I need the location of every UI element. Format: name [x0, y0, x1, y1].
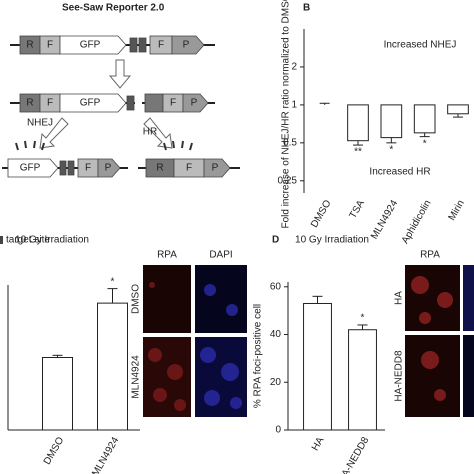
x-tick-label: HA-NEDD8 — [336, 435, 371, 474]
y-axis-label: Fold increase of NHEJ/HR ratio normalize… — [281, 0, 292, 229]
element-label: GFP — [20, 163, 41, 174]
y-tick-label: 40 — [270, 329, 282, 340]
element-label: F — [47, 98, 53, 109]
element-label: R — [156, 163, 163, 174]
y-tick-label: 60 — [270, 281, 282, 292]
bar — [413, 104, 436, 134]
bar — [347, 104, 369, 142]
y-tick-label: 0.25 — [278, 175, 298, 186]
legend-fragment: target site — [6, 235, 50, 246]
annotation: Increased HR — [369, 167, 430, 178]
x-tick-label: Mirin — [447, 198, 467, 222]
pathway-label: HR — [143, 127, 157, 138]
element-label: F — [158, 40, 164, 51]
x-tick-label: MLN4924 — [369, 198, 400, 241]
element-label: F — [186, 163, 192, 174]
element-label: R — [26, 40, 33, 51]
y-tick-label: 0 — [275, 425, 281, 436]
x-tick-label: Aphidicolin — [400, 198, 434, 245]
reporter-diagram: See-Saw Reporter 2.0 R F GFP F P R F GFP… — [2, 3, 240, 178]
panel-letter: D — [272, 235, 279, 246]
bar — [97, 302, 128, 431]
panel-letter: B — [303, 3, 310, 14]
bar — [303, 302, 332, 431]
diagram-title: See-Saw Reporter 2.0 — [62, 3, 165, 14]
significance: ** — [354, 147, 362, 158]
element-label: R — [26, 98, 33, 109]
element-label: F — [85, 163, 91, 174]
column-label: RPA — [157, 250, 177, 261]
column-label: RPA — [420, 250, 440, 261]
significance: * — [111, 276, 115, 287]
significance: * — [389, 144, 393, 155]
chart-title: 10 Gy Irradiation — [15, 235, 89, 246]
y-axis-label: % RPA foci-positive cell — [253, 304, 264, 408]
element-label: GFP — [80, 98, 101, 109]
bar — [447, 104, 469, 115]
element-label: P — [191, 98, 198, 109]
element-label: P — [105, 163, 112, 174]
pathway-label: NHEJ — [27, 118, 53, 129]
y-tick-label: 2 — [291, 62, 297, 73]
micrographs-c: RPA DAPI DMSO MLN4924 — [131, 250, 247, 417]
row-label: HA — [394, 291, 405, 305]
x-tick-label: MLN4924 — [90, 435, 121, 474]
x-tick-label: DMSO — [42, 435, 67, 467]
x-tick-label: TSA — [348, 198, 367, 221]
y-tick-label: 20 — [270, 377, 282, 388]
significance: * — [423, 138, 427, 149]
significance: * — [361, 313, 365, 324]
row-label: DMSO — [131, 284, 142, 314]
bar — [348, 329, 377, 431]
element-label: F — [47, 40, 53, 51]
bar — [42, 357, 73, 431]
y-tick-label: 1 — [291, 100, 297, 111]
element-label: F — [170, 98, 176, 109]
row-label: MLN4924 — [131, 355, 142, 399]
element-label: P — [183, 40, 190, 51]
row-label: HA-NEDD8 — [394, 350, 405, 402]
x-tick-label: DMSO — [309, 198, 334, 230]
y-tick-label: 0.5 — [283, 137, 297, 148]
micrographs-d: RPA HA HA-NEDD8 — [394, 250, 474, 417]
bar — [380, 104, 403, 139]
column-label: DAPI — [209, 250, 232, 261]
x-tick-label: HA — [310, 435, 327, 453]
chart-title: 10 Gy Irradiation — [295, 235, 369, 246]
element-label: P — [212, 163, 219, 174]
annotation: Increased NHEJ — [384, 40, 457, 51]
element-label: GFP — [80, 40, 101, 51]
